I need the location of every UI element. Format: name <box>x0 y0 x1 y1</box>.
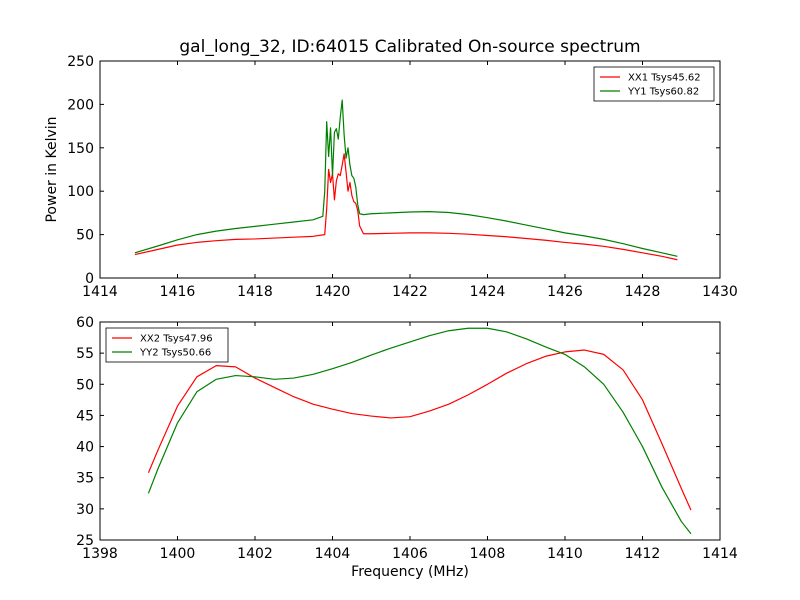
legend-box <box>593 66 715 102</box>
figure-title: gal_long_32, ID:64015 Calibrated On-sour… <box>179 37 640 57</box>
top-panel: 1414 1416 1418 1420 1422 1424 1426 1428 1430 0 50 1… <box>44 54 738 300</box>
x-tick-label: 1404 <box>315 546 351 562</box>
legend-label: XX1 Tsys45.62 <box>628 73 701 84</box>
y-tick-label: 35 <box>76 471 94 487</box>
y-tick-label: 150 <box>67 141 94 157</box>
series-line-yy1 <box>134 99 678 257</box>
y-tick-label: 60 <box>76 315 94 331</box>
x-tick-label: 1416 <box>160 284 196 300</box>
x-tick-label: 1426 <box>547 284 583 300</box>
series-line-xx2 <box>147 349 692 511</box>
x-axis-label: Frequency (MHz) <box>351 564 469 580</box>
x-tick-label: 1418 <box>237 284 273 300</box>
y-tick-label: 200 <box>67 97 94 113</box>
x-tick-label: 1410 <box>547 546 583 562</box>
x-tick-label: 1420 <box>315 284 351 300</box>
x-tick-label: 1414 <box>82 284 118 300</box>
x-tick-label: 1406 <box>392 546 428 562</box>
y-tick-label: 0 <box>85 271 94 287</box>
y-tick-label: 25 <box>76 533 94 549</box>
y-tick-label: 250 <box>67 54 94 70</box>
x-tick-label: 1398 <box>82 546 118 562</box>
series-line-xx1 <box>134 153 678 261</box>
x-tick-label: 1428 <box>625 284 661 300</box>
y-tick-label: 50 <box>76 377 94 393</box>
y-tick-label: 50 <box>76 228 94 244</box>
legend-label: YY2 Tsys50.66 <box>139 348 211 359</box>
x-tick-label: 1422 <box>392 284 428 300</box>
x-tick-label: 1412 <box>625 546 661 562</box>
y-tick-label: 40 <box>76 440 94 456</box>
legend-box <box>105 327 229 363</box>
x-tick-label: 1414 <box>702 546 738 562</box>
x-tick-label: 1430 <box>702 284 738 300</box>
y-tick-label: 45 <box>76 408 94 424</box>
y-tick-label: 100 <box>67 184 94 200</box>
legend-label: XX2 Tsys47.96 <box>140 334 213 345</box>
series-line-yy2 <box>147 327 692 535</box>
y-tick-label: 30 <box>76 502 94 518</box>
x-tick-label: 1400 <box>160 546 196 562</box>
legend: XX2 Tsys47.96 YY2 Tsys50.66 <box>105 327 229 363</box>
legend-label: YY1 Tsys60.82 <box>627 87 699 98</box>
x-tick-label: 1402 <box>237 546 273 562</box>
x-tick-label: 1424 <box>470 284 506 300</box>
y-tick-label: 55 <box>76 346 94 362</box>
x-tick-label: 1408 <box>470 546 506 562</box>
y-axis-label: Power in Kelvin <box>44 116 60 222</box>
bottom-panel: 1398 1400 1402 1404 1406 1408 1410 1412 1414 25 30… <box>76 315 738 562</box>
legend: XX1 Tsys45.62 YY1 Tsys60.82 <box>593 66 715 102</box>
